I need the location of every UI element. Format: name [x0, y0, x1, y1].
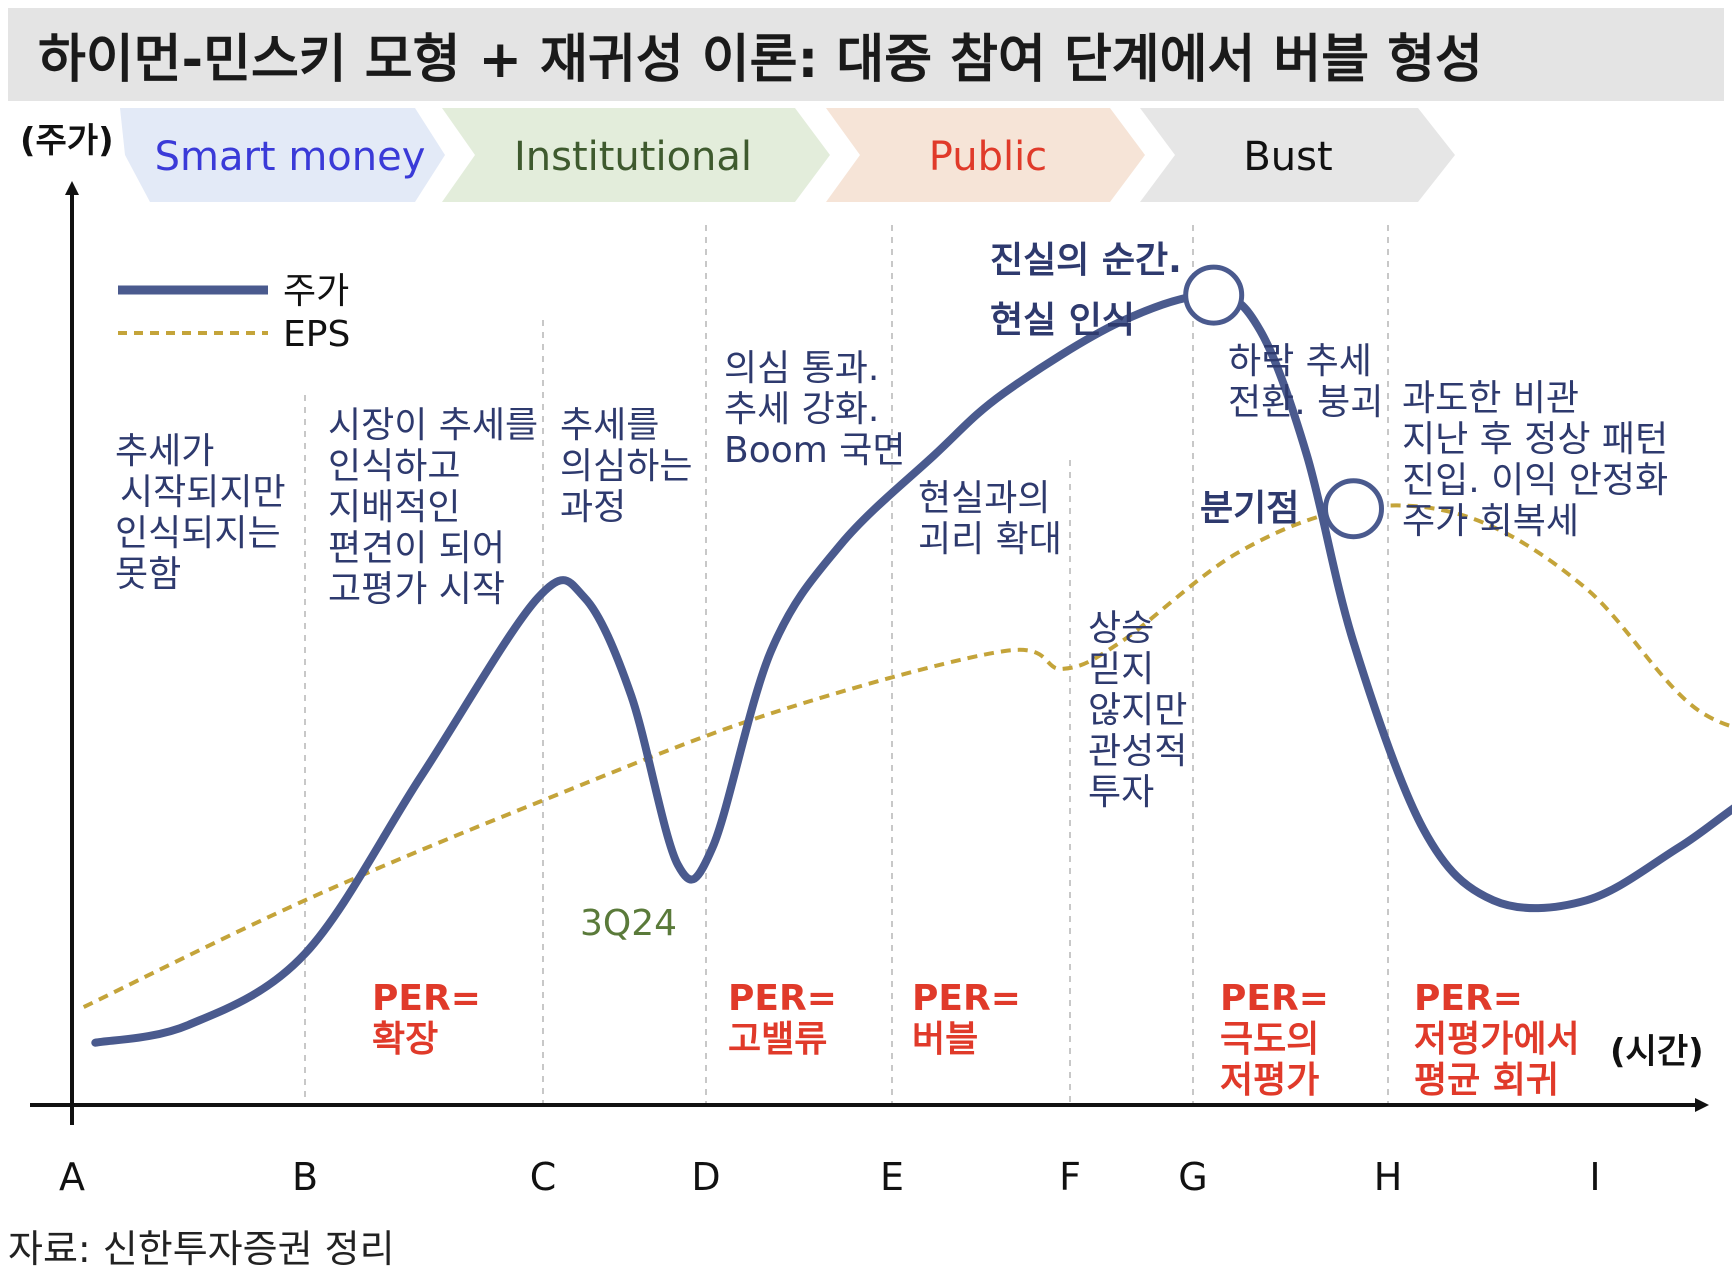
per-label-line: 버블 — [912, 1019, 978, 1060]
note-b: 시장이 추세를 인식하고 지배적인 편견이 되어 고평가 시작 — [328, 405, 538, 610]
source-note: 자료: 신한투자증권 정리 — [8, 1227, 395, 1271]
note-f-title: 진실의 순간. 현실 인식 — [990, 240, 1182, 341]
x-tick-g: G — [1178, 1155, 1207, 1199]
moment-of-truth-marker — [1183, 264, 1245, 326]
eps-line — [82, 503, 1732, 1009]
note-d-line: 의심 통과. — [724, 348, 879, 389]
x-tick-h: H — [1374, 1155, 1403, 1199]
per-label-line: 확장 — [372, 1019, 438, 1060]
note-h-line: 진입. 이익 안정화 — [1402, 460, 1668, 501]
per-label-line: 저평가 — [1220, 1060, 1319, 1101]
per-label-line: PER= — [372, 978, 481, 1019]
per-label-d: PER= 고밸류 — [728, 978, 837, 1060]
x-tick-a: A — [59, 1155, 85, 1199]
legend-eps-label: EPS — [283, 314, 350, 355]
note-d-line: 추세 강화. — [724, 389, 879, 430]
phase-public-label: Public — [929, 134, 1047, 180]
per-label-e: PER= 버블 — [912, 978, 1021, 1060]
note-c: 추세를 의심하는 과정 — [560, 405, 692, 528]
phase-public-chevron — [826, 108, 1145, 202]
note-e-line: 괴리 확대 — [918, 519, 1062, 560]
note-f-line: 투자 — [1088, 772, 1154, 813]
trough-label: 3Q24 — [580, 903, 677, 944]
note-a-line: 인식되지는 — [115, 513, 281, 554]
x-tick-f: F — [1059, 1155, 1081, 1199]
inflection-point-marker — [1323, 478, 1384, 540]
note-f-line: 관성적 — [1088, 731, 1187, 772]
note-b-line: 지배적인 — [328, 487, 460, 528]
note-b-line: 인식하고 — [328, 446, 460, 487]
per-label-g: PER= 극도의 저평가 — [1220, 978, 1329, 1101]
phase-institutional-chevron — [442, 108, 830, 202]
note-d-line: Boom 국면 — [724, 430, 906, 471]
per-label-line: 극도의 — [1220, 1019, 1319, 1060]
x-tick-b: B — [292, 1155, 318, 1199]
x-tick-e: E — [880, 1155, 904, 1199]
x-tick-c: C — [530, 1155, 557, 1199]
note-b-line: 편견이 되어 — [328, 528, 505, 569]
per-label-line: PER= — [728, 978, 837, 1019]
phase-bust-label: Bust — [1243, 134, 1332, 180]
note-e-line: 현실과의 — [918, 478, 1050, 519]
phase-institutional-label: Institutional — [514, 134, 752, 180]
note-a-line: 못함 — [115, 554, 181, 595]
phase-bust-chevron — [1140, 108, 1455, 202]
x-axis-label: (시간) — [1610, 1032, 1704, 1072]
note-g-title: 분기점 — [1200, 488, 1299, 529]
note-h: 과도한 비관 지난 후 정상 패턴 진입. 이익 안정화 주가 회복세 — [1402, 378, 1668, 542]
note-c-line: 의심하는 — [560, 446, 692, 487]
note-a-line: 추세가 — [115, 431, 214, 472]
per-label-line: 고밸류 — [728, 1019, 827, 1060]
page-title: 하이먼-민스키 모형 + 재귀성 이론: 대중 참여 단계에서 버블 형성 — [38, 30, 1483, 90]
note-h-line: 과도한 비관 — [1402, 378, 1579, 419]
phase-dividers — [304, 225, 1389, 1105]
note-c-line: 과정 — [560, 487, 626, 528]
note-f-title-line: 현실 인식 — [990, 300, 1135, 341]
note-c-line: 추세를 — [560, 405, 659, 446]
legend-price-label: 주가 — [283, 271, 349, 312]
note-h-line: 주가 회복세 — [1402, 501, 1579, 542]
x-tick-d: D — [691, 1155, 720, 1199]
note-a: 추세가 시작되지만 인식되지는 못함 — [115, 431, 286, 595]
note-f-title-line: 진실의 순간. — [990, 240, 1182, 281]
note-b-line: 고평가 시작 — [328, 569, 505, 610]
phase-smart-money-label: Smart money — [155, 134, 426, 180]
note-g: 하락 추세 전환. 붕괴 — [1228, 341, 1383, 423]
note-d: 의심 통과. 추세 강화. Boom 국면 — [724, 348, 906, 471]
note-f-line: 믿지 — [1088, 649, 1154, 690]
price-line — [91, 291, 1732, 1047]
note-g-line: 전환. 붕괴 — [1228, 382, 1383, 423]
per-label-line: PER= — [912, 978, 1021, 1019]
note-f: 상승 믿지 않지만 관성적 투자 — [1088, 608, 1187, 813]
per-label-h: PER= 저평가에서 평균 회귀 — [1414, 978, 1580, 1101]
per-label-b: PER= 확장 — [372, 978, 481, 1060]
y-axis-label: (주가) — [20, 121, 114, 161]
per-label-line: 평균 회귀 — [1414, 1060, 1559, 1101]
phase-smart-money-chevron — [120, 108, 445, 202]
per-label-line: PER= — [1414, 978, 1523, 1019]
note-e: 현실과의 괴리 확대 — [918, 478, 1062, 560]
x-tick-i: I — [1589, 1155, 1600, 1199]
title-bar — [8, 8, 1724, 101]
per-label-line: 저평가에서 — [1414, 1019, 1580, 1060]
note-h-line: 지난 후 정상 패턴 — [1402, 419, 1668, 460]
note-g-line: 하락 추세 — [1228, 341, 1372, 382]
per-label-line: PER= — [1220, 978, 1329, 1019]
note-a-line: 시작되지만 — [120, 472, 286, 513]
note-b-line: 시장이 추세를 — [328, 405, 538, 446]
note-f-line: 상승 — [1088, 608, 1154, 649]
eps-point — [1584, 586, 1590, 592]
note-f-line: 않지만 — [1088, 690, 1187, 731]
